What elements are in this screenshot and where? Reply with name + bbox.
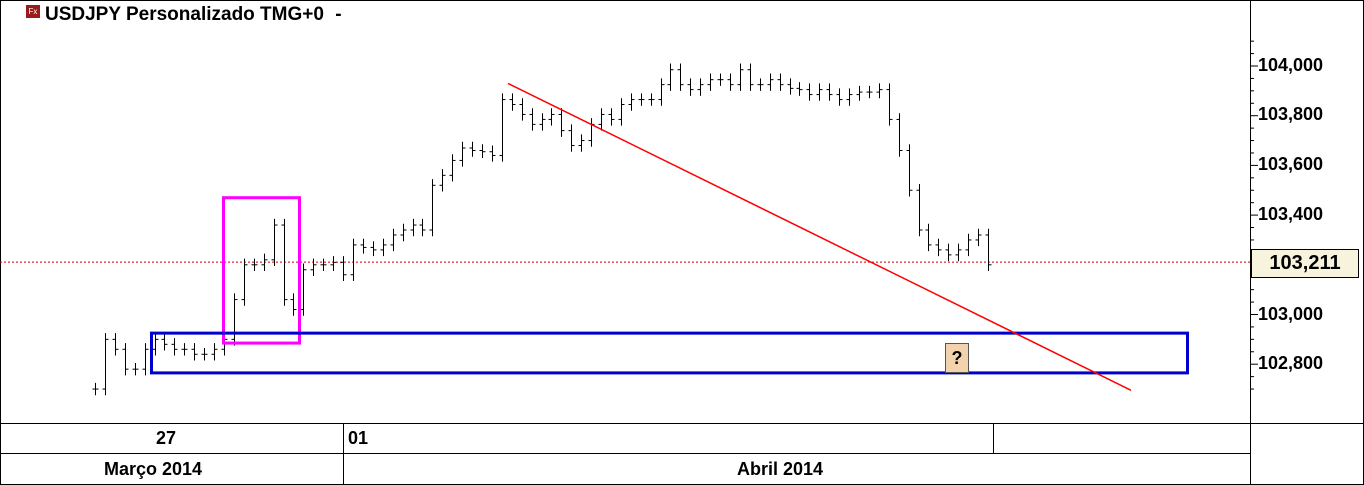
blue-support-zone — [150, 331, 1189, 375]
x-tick-day: 01 — [348, 428, 369, 448]
y-tick: 103,400 — [1258, 204, 1324, 224]
chart-title[interactable]: USDJPY Personalizado TMG+0 - — [45, 4, 342, 25]
x-tick-month: Abril 2014 — [737, 459, 824, 479]
y-tick: 102,800 — [1258, 353, 1324, 373]
x-tick-day: 27 — [156, 428, 177, 448]
magenta-highlight-box — [222, 196, 301, 345]
y-tick: 103,600 — [1258, 154, 1324, 174]
current-price-badge: 103,211 — [1251, 249, 1359, 278]
red-trendline — [507, 82, 1132, 391]
x-tick-month: Março 2014 — [104, 459, 203, 479]
y-tick: 104,000 — [1258, 55, 1324, 75]
y-tick: 103,800 — [1258, 104, 1324, 124]
dropdown-icon[interactable]: - — [335, 4, 342, 25]
question-marker[interactable]: ? — [945, 343, 969, 373]
y-tick: 103,000 — [1258, 304, 1324, 324]
fx-logo-icon: Fx — [26, 5, 40, 18]
